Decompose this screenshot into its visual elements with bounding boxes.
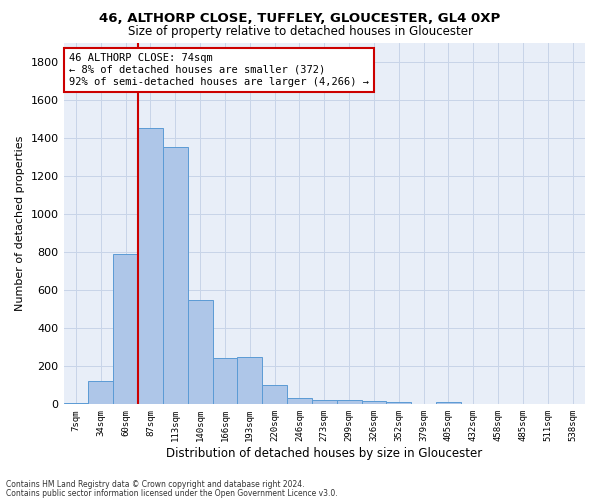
Bar — [386, 402, 411, 404]
Bar — [88, 382, 113, 404]
Bar — [312, 400, 337, 404]
Text: Size of property relative to detached houses in Gloucester: Size of property relative to detached ho… — [128, 25, 473, 38]
Bar — [287, 398, 312, 404]
Bar — [337, 400, 362, 404]
Bar — [138, 128, 163, 404]
Text: Contains HM Land Registry data © Crown copyright and database right 2024.: Contains HM Land Registry data © Crown c… — [6, 480, 305, 489]
Bar — [113, 254, 138, 404]
Bar — [163, 147, 188, 405]
Text: 46 ALTHORP CLOSE: 74sqm
← 8% of detached houses are smaller (372)
92% of semi-de: 46 ALTHORP CLOSE: 74sqm ← 8% of detached… — [69, 54, 369, 86]
Bar — [238, 356, 262, 405]
Bar — [212, 358, 238, 405]
Bar — [262, 386, 287, 404]
X-axis label: Distribution of detached houses by size in Gloucester: Distribution of detached houses by size … — [166, 447, 482, 460]
Text: 46, ALTHORP CLOSE, TUFFLEY, GLOUCESTER, GL4 0XP: 46, ALTHORP CLOSE, TUFFLEY, GLOUCESTER, … — [100, 12, 500, 26]
Bar — [436, 402, 461, 404]
Bar — [362, 402, 386, 404]
Bar — [188, 300, 212, 405]
Text: Contains public sector information licensed under the Open Government Licence v3: Contains public sector information licen… — [6, 488, 338, 498]
Y-axis label: Number of detached properties: Number of detached properties — [15, 136, 25, 311]
